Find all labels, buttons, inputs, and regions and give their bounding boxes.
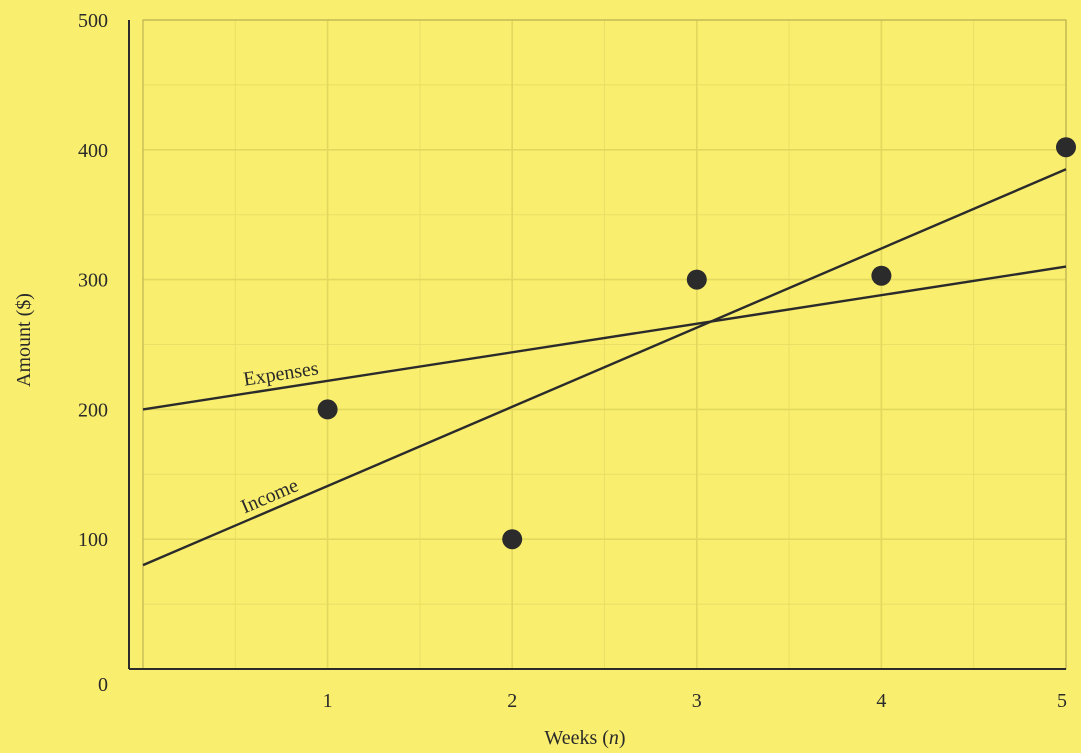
x-axis-label-suffix: ) [619, 727, 626, 749]
trend-lines [142, 168, 1067, 567]
data-point [1056, 137, 1076, 158]
data-point [317, 399, 338, 420]
x-axis-label-variable: n [609, 727, 619, 749]
x-tick-label: 1 [323, 690, 333, 712]
y-axis-label: Amount ($) [13, 293, 35, 387]
x-axis-label: Weeks (n) [544, 727, 625, 749]
data-point [686, 269, 707, 290]
x-tick-label: 5 [1057, 690, 1067, 712]
x-tick-label: 3 [692, 690, 702, 712]
y-tick-labels: 0 100 200 300 400 500 [78, 10, 108, 696]
x-tick-labels: 1 2 3 4 5 [323, 690, 1067, 712]
y-tick-label: 100 [78, 529, 108, 551]
data-point [502, 529, 523, 550]
y-tick-label: 300 [78, 270, 108, 292]
y-tick-label: 0 [98, 674, 108, 696]
x-tick-label: 4 [876, 690, 886, 712]
line-income [142, 168, 1067, 567]
y-tick-label: 200 [78, 399, 108, 421]
data-points [317, 137, 1076, 550]
x-tick-label: 2 [507, 690, 517, 712]
x-axis-label-prefix: Weeks ( [544, 727, 609, 749]
y-tick-label: 400 [78, 140, 108, 162]
line-expenses [142, 265, 1067, 411]
y-tick-label: 500 [78, 10, 108, 32]
data-point [871, 265, 892, 286]
